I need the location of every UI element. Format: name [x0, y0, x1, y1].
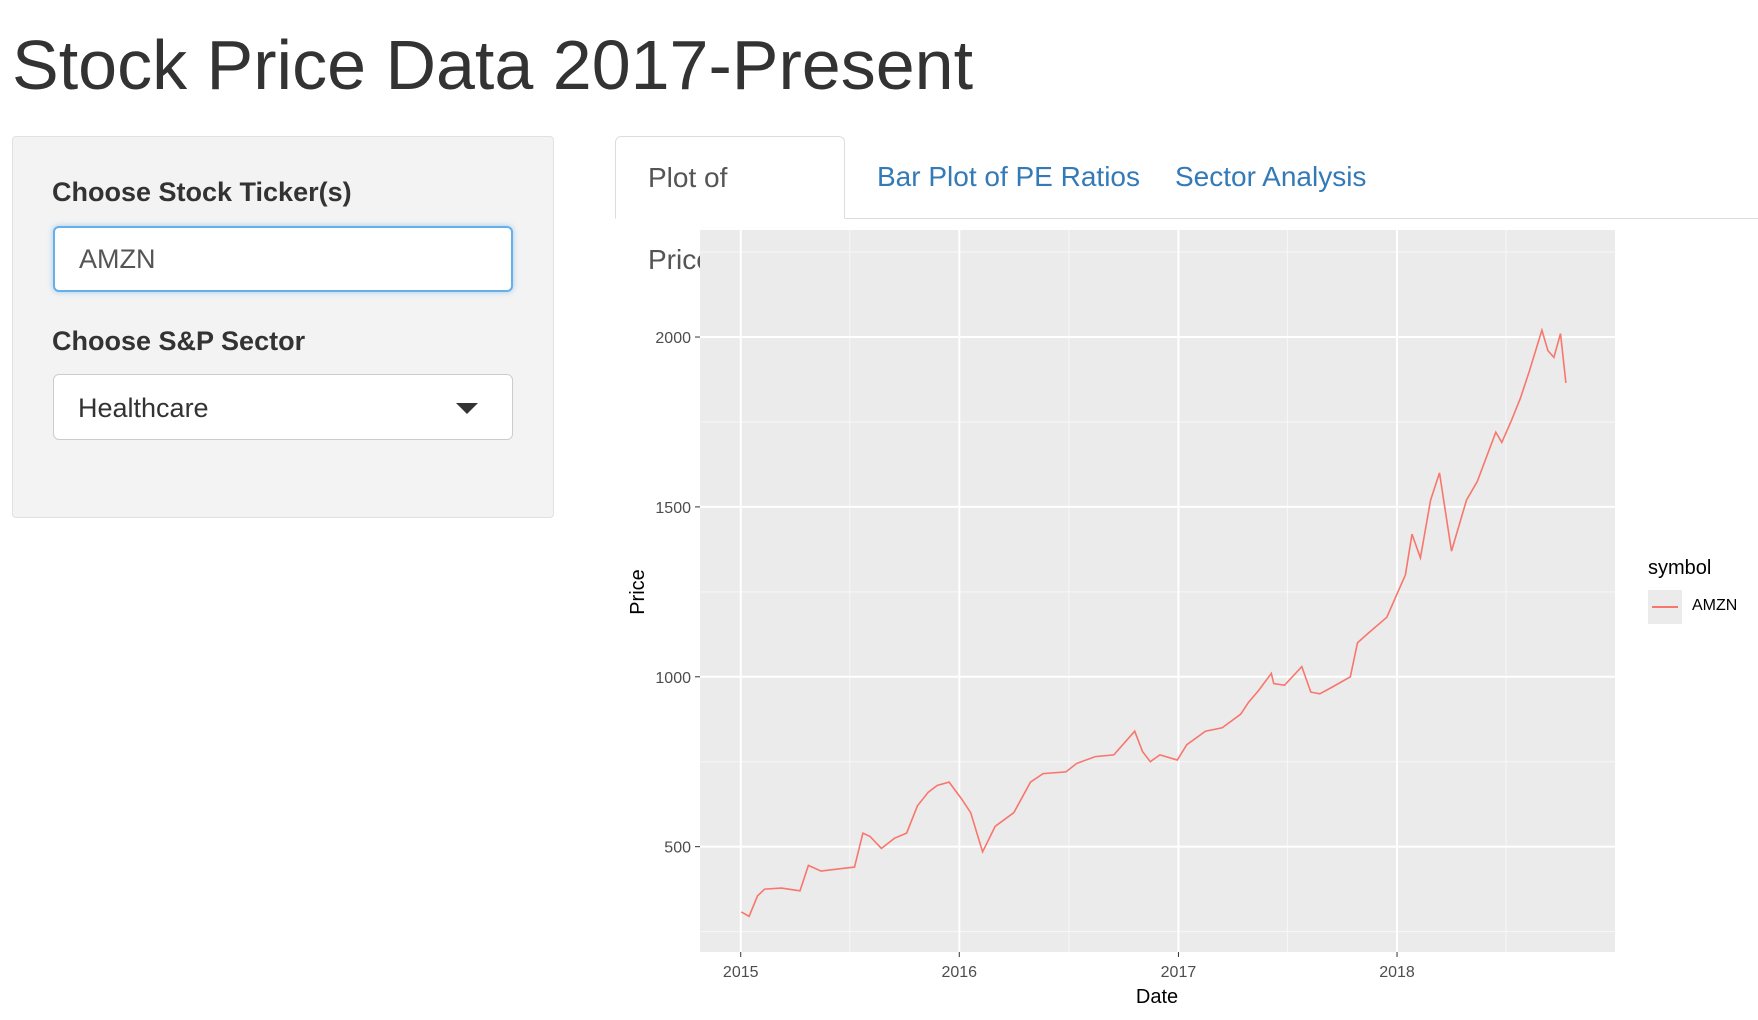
x-tick-label: 2018	[1379, 964, 1415, 981]
caret-down-icon	[456, 403, 478, 414]
y-axis-label: Price	[627, 569, 649, 615]
x-tick-label: 2015	[723, 964, 759, 981]
x-tick-label: 2016	[941, 964, 977, 981]
ticker-input[interactable]	[53, 226, 513, 292]
ticker-label: Choose Stock Ticker(s)	[52, 177, 352, 207]
y-axis: 500 1000 1500 2000	[655, 330, 700, 857]
plot-panel	[700, 230, 1615, 952]
series-line-amzn	[740, 327, 1567, 918]
grid-major	[700, 230, 1615, 952]
tabs-bar: Plot of Prices Bar Plot of PE Ratios Sec…	[615, 136, 1758, 275]
grid-minor	[700, 230, 1615, 952]
legend-title: symbol	[1648, 557, 1712, 579]
x-axis-label: Date	[1136, 986, 1178, 1008]
price-chart: 500 1000 1500 2000 2015 2016 2017 2018 Price D…	[615, 222, 1758, 1012]
y-tick-label: 500	[664, 840, 691, 857]
price-chart-svg: 500 1000 1500 2000 2015 2016 2017 2018 Price D…	[627, 230, 1615, 1008]
tab-bar-plot-pe-ratios[interactable]: Bar Plot of PE Ratios	[877, 161, 1141, 192]
tab-plot-of-prices[interactable]: Plot of Prices	[615, 136, 845, 275]
legend-key	[1648, 590, 1682, 624]
page-title: Stock Price Data 2017-Present	[12, 26, 974, 104]
legend-swatch	[1652, 606, 1678, 608]
sector-select[interactable]: Healthcare	[53, 374, 513, 440]
legend-label: AMZN	[1692, 597, 1738, 614]
y-tick-label: 2000	[655, 330, 691, 347]
x-tick-label: 2017	[1161, 964, 1197, 981]
sidebar-panel: Choose Stock Ticker(s) Choose S&P Sector…	[12, 136, 554, 518]
x-axis: 2015 2016 2017 2018	[723, 952, 1415, 981]
sector-label: Choose S&P Sector	[52, 326, 306, 356]
sector-select-value: Healthcare	[78, 393, 209, 423]
y-tick-label: 1500	[655, 500, 691, 517]
y-tick-label: 1000	[655, 670, 691, 687]
tab-sector-analysis[interactable]: Sector Analysis	[1175, 161, 1367, 192]
